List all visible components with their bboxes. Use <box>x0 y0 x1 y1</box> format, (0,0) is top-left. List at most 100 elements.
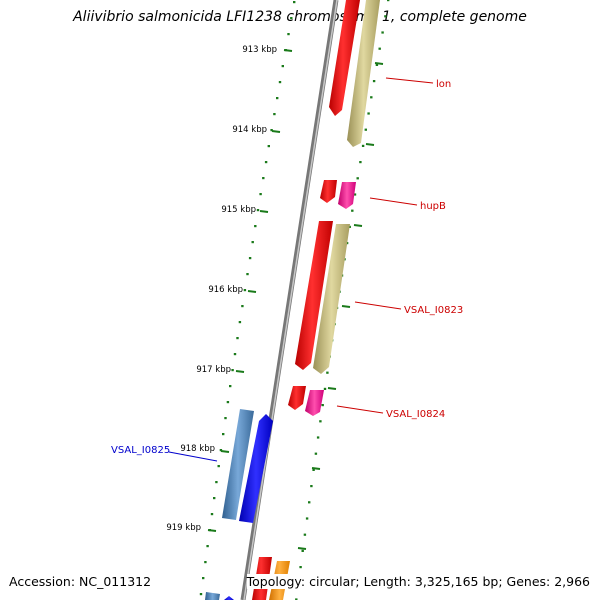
minor-tick <box>370 96 373 99</box>
gene-label-VSAL_I0823[interactable]: VSAL_I0823 <box>404 305 463 316</box>
minor-tick <box>303 533 307 536</box>
minor-tick <box>314 452 318 455</box>
minor-tick <box>233 353 237 356</box>
tick-label-918: 918 kbp <box>180 444 215 454</box>
minor-tick <box>290 17 293 20</box>
gene-bottom-reverse-cds[interactable] <box>205 592 220 600</box>
minor-tick <box>238 321 242 324</box>
minor-tick <box>361 144 365 147</box>
minor-tick <box>251 241 254 244</box>
minor-tick <box>359 161 362 164</box>
leader-line-lon <box>385 77 434 84</box>
minor-tick <box>264 161 268 164</box>
tick-mark-913 <box>283 49 293 52</box>
tick-mark-918 <box>220 450 230 453</box>
gene-label-lon[interactable]: lon <box>436 79 451 90</box>
tick-label-914: 914 kbp <box>232 125 267 135</box>
gene-label-VSAL_I0824[interactable]: VSAL_I0824 <box>386 409 445 420</box>
gene-lon-arrow[interactable] <box>329 0 360 116</box>
minor-tick <box>243 289 247 292</box>
minor-tick <box>259 193 262 196</box>
tick-label-916: 916 kbp <box>208 285 243 295</box>
minor-tick <box>229 385 232 388</box>
leader-line-VSAL_I0825 <box>168 451 218 462</box>
gene-lon-cds[interactable] <box>347 0 380 147</box>
outer-tick-mark <box>374 62 384 65</box>
minor-tick <box>236 337 239 340</box>
minor-tick <box>273 113 276 116</box>
minor-tick <box>348 225 351 228</box>
gene-hupB-cds[interactable] <box>338 182 356 209</box>
outer-tick-mark <box>311 467 321 470</box>
minor-tick <box>248 257 252 260</box>
gene-label-VSAL_I0825[interactable]: VSAL_I0825 <box>111 445 170 456</box>
tick-mark-917 <box>235 370 245 373</box>
leader-line-VSAL_I0823 <box>354 301 402 310</box>
minor-tick <box>293 1 296 4</box>
gene-lon[interactable] <box>329 0 380 147</box>
minor-tick <box>213 497 216 500</box>
gene-VSAL_I0825-arrow[interactable] <box>239 414 273 523</box>
gene-bottom-reverse-arrow[interactable] <box>224 596 234 600</box>
tick-label-917: 917 kbp <box>196 365 231 375</box>
gene-VSAL_I0825-cds[interactable] <box>222 409 254 520</box>
gene-label-hupB[interactable]: hupB <box>420 201 446 212</box>
minor-tick <box>353 193 357 196</box>
minor-tick <box>356 177 359 180</box>
minor-tick <box>381 31 384 34</box>
outer-tick-mark <box>353 224 363 227</box>
leader-line-hupB <box>369 197 418 206</box>
minor-tick <box>305 517 309 520</box>
minor-tick <box>270 129 273 132</box>
map-title: Aliivibrio salmonicida LFI1238 chromosom… <box>73 9 527 25</box>
minor-tick <box>231 369 234 372</box>
outer-tick-mark <box>365 143 375 146</box>
minor-tick <box>316 436 320 439</box>
minor-tick <box>217 465 220 468</box>
tick-mark-916 <box>247 290 257 293</box>
gene-bottom-reverse[interactable] <box>205 592 234 600</box>
minor-tick <box>323 387 327 390</box>
minor-tick <box>246 273 249 276</box>
minor-tick <box>224 417 227 420</box>
minor-tick <box>351 209 354 212</box>
gene-VSAL_I0824-cds[interactable] <box>305 390 324 416</box>
gene-hupB[interactable] <box>320 180 356 209</box>
minor-tick <box>308 501 311 504</box>
gene-VSAL_I0823-arrow[interactable] <box>295 221 333 370</box>
gene-VSAL_I0823[interactable] <box>295 221 350 374</box>
minor-tick <box>206 545 209 548</box>
minor-tick <box>387 0 390 2</box>
chromosome-backbone-highlight <box>243 0 338 600</box>
minor-tick <box>295 598 298 600</box>
tick-label-913: 913 kbp <box>242 45 277 55</box>
minor-tick <box>367 112 370 115</box>
gene-VSAL_I0824[interactable] <box>288 386 324 416</box>
minor-tick <box>276 97 279 100</box>
gene-VSAL_I0825[interactable] <box>222 409 273 523</box>
minor-tick <box>287 33 290 36</box>
tick-label-919: 919 kbp <box>166 523 201 533</box>
minor-tick <box>310 485 313 488</box>
tick-mark-914 <box>271 130 281 133</box>
minor-tick <box>202 577 205 580</box>
minor-tick <box>281 65 284 68</box>
genome-summary: Topology: circular; Length: 3,325,165 bp… <box>246 574 590 589</box>
gene-VSAL_I0823-cds[interactable] <box>313 224 350 374</box>
minor-tick <box>256 209 260 212</box>
kbp-ticks: 913 kbp 914 kbp 915 kbp 916 kbp 917 kbp … <box>166 45 384 550</box>
minor-tick <box>384 15 387 18</box>
minor-tick <box>241 305 244 308</box>
minor-tick <box>364 128 367 131</box>
minor-tick <box>301 549 304 552</box>
minor-tick <box>319 420 322 423</box>
gene-hupB-arrow[interactable] <box>320 180 337 203</box>
outer-tick-mark <box>341 305 351 308</box>
outer-tick-mark <box>327 387 337 390</box>
minor-tick <box>215 481 218 484</box>
minor-tick <box>326 371 329 374</box>
minor-tick <box>321 404 324 407</box>
gene-VSAL_I0824-arrow[interactable] <box>288 386 306 410</box>
minor-tick <box>204 561 207 564</box>
